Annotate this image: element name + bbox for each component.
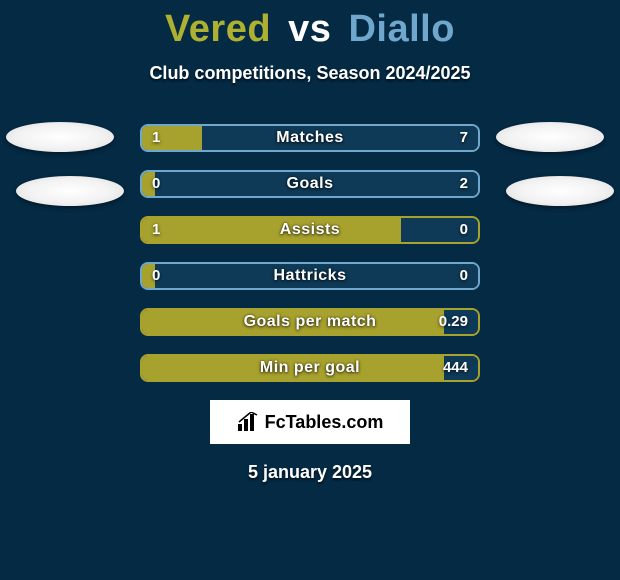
stat-bar: Matches1 7 bbox=[140, 124, 480, 152]
decorative-ellipse bbox=[496, 122, 604, 152]
stat-bar-left-value: 0 bbox=[152, 264, 160, 288]
stat-bar-left-value: 1 bbox=[152, 126, 160, 150]
stat-bar-label: Goals per match bbox=[142, 310, 478, 334]
subtitle: Club competitions, Season 2024/2025 bbox=[0, 63, 620, 84]
stat-bar-label: Assists bbox=[142, 218, 478, 242]
stat-bar: Goals0 2 bbox=[140, 170, 480, 198]
chart-area: Matches17Goals02Assists10Hattricks00Goal… bbox=[0, 124, 620, 382]
stat-bar-right-value: 444 bbox=[443, 356, 468, 380]
decorative-ellipse bbox=[16, 176, 124, 206]
stat-bar-label: Min per goal bbox=[142, 356, 478, 380]
stat-bar-label: Matches bbox=[142, 126, 478, 150]
footer-date: 5 january 2025 bbox=[0, 462, 620, 483]
stat-bar-right-value: 0.29 bbox=[439, 310, 468, 334]
stat-bar-right-value: 0 bbox=[460, 264, 468, 288]
player1-name: Vered bbox=[165, 8, 271, 50]
stat-bar: Assists1 0 bbox=[140, 216, 480, 244]
stat-bar: Goals per match0.29 bbox=[140, 308, 480, 336]
stat-bar: Hattricks0 0 bbox=[140, 262, 480, 290]
stat-bar: Min per goal444 bbox=[140, 354, 480, 382]
stat-bar-label: Goals bbox=[142, 172, 478, 196]
player2-name: Diallo bbox=[348, 8, 454, 50]
vs-separator: vs bbox=[288, 8, 331, 50]
stat-bar-right-value: 2 bbox=[460, 172, 468, 196]
decorative-ellipse bbox=[6, 122, 114, 152]
stat-bar-right-value: 7 bbox=[460, 126, 468, 150]
decorative-ellipse bbox=[506, 176, 614, 206]
stat-bar-label: Hattricks bbox=[142, 264, 478, 288]
stat-bar-left-value: 1 bbox=[152, 218, 160, 242]
stat-bar-left-value: 0 bbox=[152, 172, 160, 196]
comparison-title: Vered vs Diallo bbox=[0, 0, 620, 51]
chart-icon bbox=[237, 412, 259, 432]
footer-logo: FcTables.com bbox=[210, 400, 410, 444]
footer-logo-text: FcTables.com bbox=[265, 412, 384, 433]
stat-bar-right-value: 0 bbox=[460, 218, 468, 242]
